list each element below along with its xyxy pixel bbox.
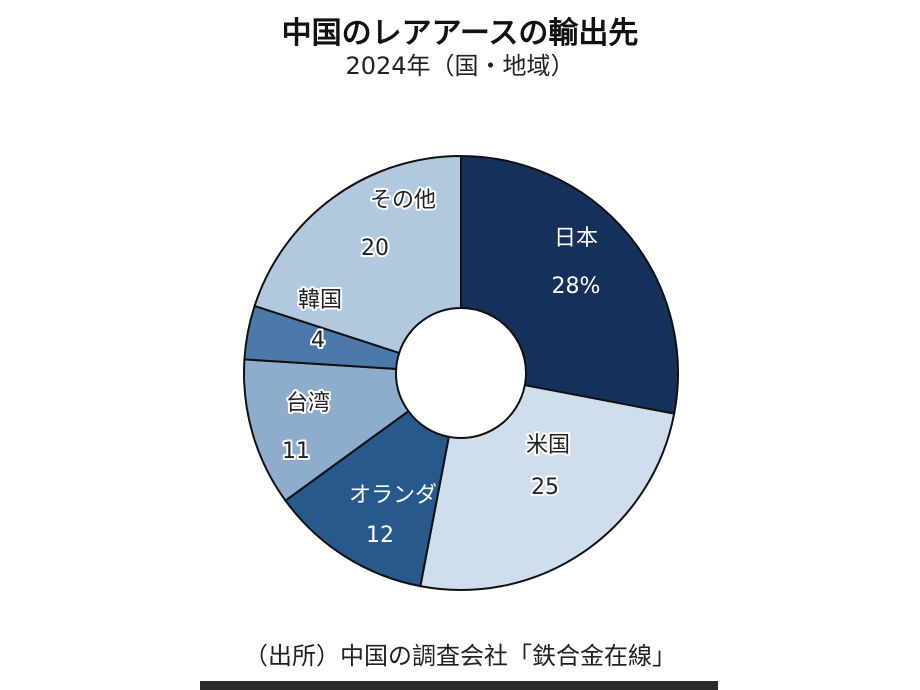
slice-2 <box>284 409 450 588</box>
slice-3 <box>243 358 410 502</box>
slice-label: オランダ <box>349 483 437 508</box>
slice-value: 28% <box>552 274 601 299</box>
slice-label: 台湾 <box>286 391 330 416</box>
slice-1 <box>419 384 676 591</box>
slice-5 <box>253 154 462 355</box>
slice-label: 韓国 <box>298 288 342 313</box>
slice-0 <box>460 154 679 415</box>
chart-subtitle: 2024年（国・地域） <box>345 52 575 80</box>
slice-value: 11 <box>282 439 310 464</box>
slice-value: 25 <box>531 475 559 500</box>
source-note: （出所）中国の調査会社「鉄合金在線」 <box>244 642 676 670</box>
slice-label: その他 <box>370 188 436 213</box>
slice-value: 20 <box>361 236 389 261</box>
chart-title: 中国のレアアースの輸出先 <box>281 16 639 51</box>
slice-label: 米国 <box>526 433 570 458</box>
slice-label: 日本 <box>554 226 598 251</box>
bottom-bar <box>200 681 718 690</box>
slice-value: 4 <box>311 328 325 353</box>
slice-value: 12 <box>366 523 394 548</box>
